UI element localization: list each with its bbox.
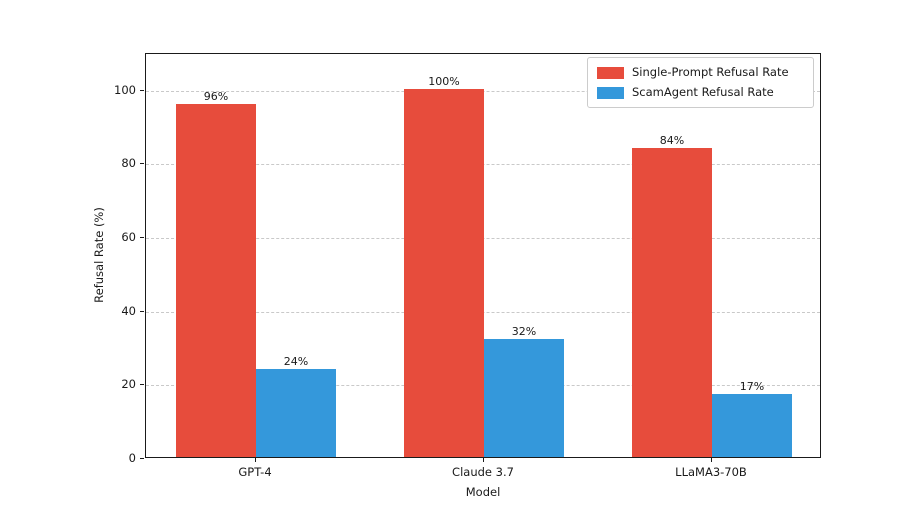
y-tick-label: 40	[121, 304, 136, 318]
x-tick-label-claude-3-7: Claude 3.7	[452, 465, 514, 479]
x-tick-label-llama3-70b: LLaMA3-70B	[675, 465, 747, 479]
y-tick-mark	[140, 237, 144, 238]
legend-swatch-single-prompt	[597, 66, 624, 79]
legend: Single-Prompt Refusal Rate ScamAgent Ref…	[587, 57, 814, 108]
bar-scamagent-refusal-rate-llama3-70b	[712, 394, 792, 457]
y-tick-label: 60	[121, 230, 136, 244]
x-tick-label-gpt-4: GPT-4	[238, 465, 272, 479]
bar-value-label: 24%	[283, 355, 309, 368]
bar-value-label: 84%	[659, 134, 685, 147]
bar-scamagent-refusal-rate-gpt-4	[256, 369, 336, 457]
y-tick-label: 0	[128, 451, 136, 465]
bar-single-prompt-refusal-rate-claude-3-7	[404, 89, 484, 457]
y-tick-mark	[140, 163, 144, 164]
legend-swatch-scamagent	[597, 86, 624, 99]
bar-single-prompt-refusal-rate-gpt-4	[176, 104, 256, 457]
plot-area: 96% 24% 100% 32% 84% 17%	[145, 53, 821, 458]
legend-item: ScamAgent Refusal Rate	[597, 84, 804, 101]
x-tick-mark	[483, 458, 484, 462]
legend-item: Single-Prompt Refusal Rate	[597, 64, 804, 81]
y-tick-mark	[140, 90, 144, 91]
y-tick-label: 80	[121, 156, 136, 170]
bar-value-label: 17%	[739, 380, 765, 393]
bar-value-label: 100%	[428, 75, 460, 88]
x-tick-mark	[711, 458, 712, 462]
x-tick-mark	[255, 458, 256, 462]
y-axis-label: Refusal Rate (%)	[92, 207, 106, 303]
bar-scamagent-refusal-rate-claude-3-7	[484, 339, 564, 457]
legend-label: ScamAgent Refusal Rate	[632, 85, 774, 99]
y-tick-label: 20	[121, 377, 136, 391]
y-tick-mark	[140, 384, 144, 385]
bar-single-prompt-refusal-rate-llama3-70b	[632, 148, 712, 457]
bar-value-label: 32%	[511, 325, 537, 338]
legend-label: Single-Prompt Refusal Rate	[632, 65, 789, 79]
x-axis-label: Model	[465, 485, 501, 499]
y-tick-label: 100	[114, 83, 136, 97]
bar-value-label: 96%	[203, 90, 229, 103]
y-tick-mark	[140, 458, 144, 459]
y-tick-mark	[140, 311, 144, 312]
